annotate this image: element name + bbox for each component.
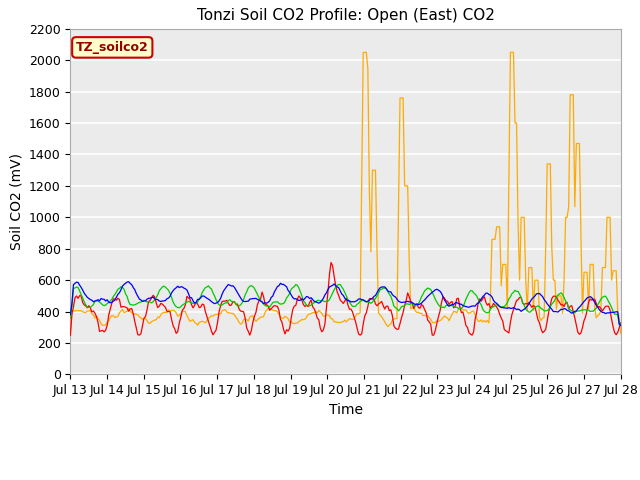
Y-axis label: Soil CO2 (mV): Soil CO2 (mV) <box>9 153 23 250</box>
X-axis label: Time: Time <box>328 403 363 417</box>
Title: Tonzi Soil CO2 Profile: Open (East) CO2: Tonzi Soil CO2 Profile: Open (East) CO2 <box>196 9 495 24</box>
Legend: -2cm, -4cm, -8cm, -16cm: -2cm, -4cm, -8cm, -16cm <box>189 478 502 480</box>
Text: TZ_soilco2: TZ_soilco2 <box>76 41 148 54</box>
